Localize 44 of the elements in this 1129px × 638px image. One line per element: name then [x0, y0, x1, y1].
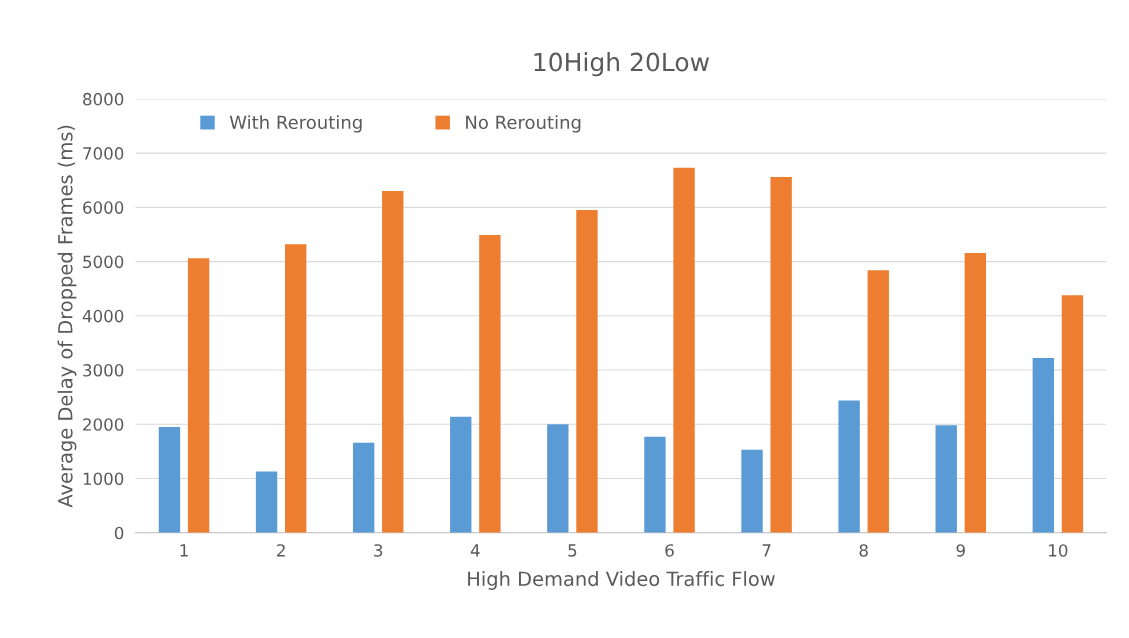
x-tick-label: 5 — [568, 544, 577, 557]
bar — [352, 442, 375, 533]
bar — [644, 436, 666, 533]
bar — [158, 426, 181, 533]
x-tick-label: 4 — [470, 544, 480, 557]
x-tick-label: 8 — [859, 544, 868, 557]
bar — [741, 449, 763, 533]
bar — [1061, 295, 1084, 533]
y-tick-label: 2000 — [83, 418, 124, 431]
y-tick-label: 7000 — [83, 147, 124, 160]
bar — [450, 416, 472, 533]
y-tick-label: 4000 — [82, 309, 124, 323]
legend-label: No Rerouting — [466, 115, 581, 133]
x-tick-label: 2 — [277, 544, 285, 557]
bar — [479, 235, 501, 533]
bar — [867, 270, 889, 533]
x-tick-label: 6 — [665, 544, 674, 557]
bar — [576, 210, 598, 533]
bar — [1032, 358, 1054, 533]
bar — [770, 176, 792, 533]
x-tick-label: 9 — [956, 544, 965, 557]
y-tick-label: 6000 — [83, 201, 124, 214]
bar — [187, 258, 210, 533]
bar — [838, 400, 860, 533]
x-tick-label: 1 — [180, 544, 188, 557]
x-tick-label: 10 — [1049, 544, 1068, 557]
y-tick-label: 3000 — [83, 364, 124, 377]
bar — [964, 252, 987, 533]
x-tick-label: 3 — [374, 544, 383, 557]
y-tick-label: 8000 — [83, 92, 124, 106]
y-axis-title: Average Delay of Dropped Frames (ms) — [57, 125, 77, 508]
bar — [382, 191, 404, 533]
x-tick-label: 7 — [762, 544, 771, 557]
bar — [547, 424, 569, 533]
bar — [255, 471, 278, 533]
bar — [673, 167, 695, 533]
y-tick-label: 5000 — [83, 255, 124, 269]
bar — [935, 425, 957, 533]
legend-label: With Rerouting — [229, 115, 362, 133]
y-tick-label: 0 — [114, 526, 124, 540]
y-tick-label: 1000 — [83, 472, 124, 486]
chart-title: 10High 20Low — [534, 52, 710, 77]
bar — [285, 244, 307, 533]
x-axis-title: High Demand Video Traffic Flow — [468, 571, 775, 590]
